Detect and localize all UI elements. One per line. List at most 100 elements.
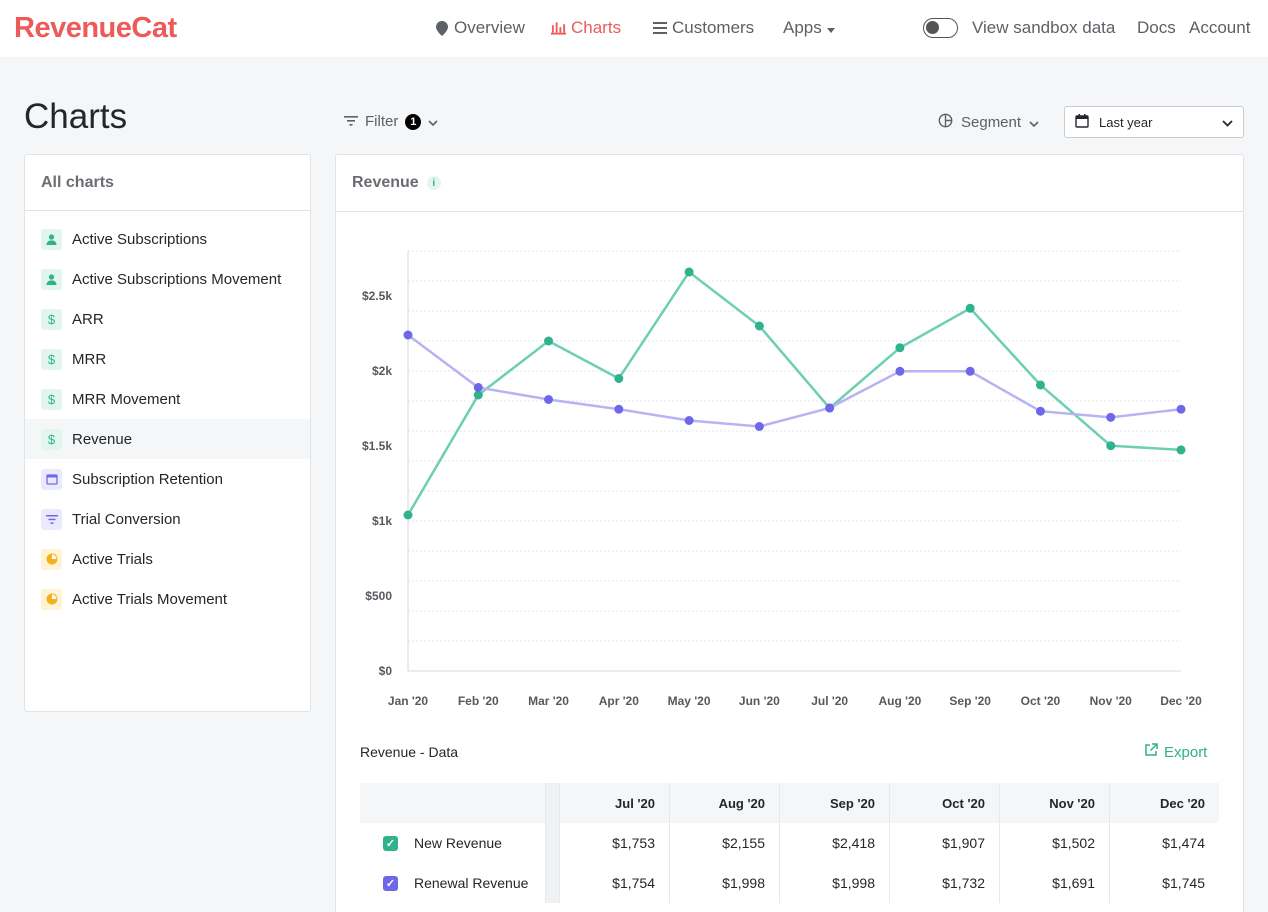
sidebar-item-trial-conversion[interactable]: Trial Conversion <box>25 499 310 539</box>
chevron-down-icon <box>1029 114 1039 131</box>
data-point-new-revenue[interactable] <box>544 336 554 346</box>
sandbox-label[interactable]: View sandbox data <box>972 18 1116 37</box>
sidebar-item-subscription-retention[interactable]: Subscription Retention <box>25 459 310 499</box>
nav-customers[interactable]: Customers <box>652 18 754 38</box>
data-point-renewal-revenue[interactable] <box>403 330 413 340</box>
table-scroll-divider <box>546 863 559 903</box>
dollar-icon: $ <box>41 308 62 330</box>
dollar-icon: $ <box>41 388 62 410</box>
table-cell: $1,732 <box>889 863 999 903</box>
filter-icon <box>344 113 358 130</box>
y-tick-label: $2k <box>372 364 392 378</box>
table-column-header[interactable]: Aug '20 <box>669 783 779 823</box>
table-row: ✓ Renewal Revenue $1,754 $1,998 $1,998 $1,732… <box>360 863 1219 903</box>
list-icon <box>652 21 667 36</box>
data-point-new-revenue[interactable] <box>614 374 624 383</box>
y-tick-label: $0 <box>379 664 393 678</box>
table-column-header[interactable]: Jul '20 <box>559 783 669 823</box>
table-column-header[interactable]: Dec '20 <box>1109 783 1219 823</box>
series-line-new-revenue <box>406 270 1182 516</box>
data-point-new-revenue[interactable] <box>895 343 905 353</box>
table-header-label-cell <box>360 783 546 823</box>
export-button[interactable]: Export <box>1144 743 1207 761</box>
filter-button[interactable]: Filter 1 <box>344 113 438 130</box>
nav-apps-dropdown[interactable]: Apps <box>783 18 835 38</box>
data-point-renewal-revenue[interactable] <box>825 403 835 413</box>
sidebar-item-active-trials-movement[interactable]: Active Trials Movement <box>25 579 310 619</box>
data-point-renewal-revenue[interactable] <box>684 416 694 425</box>
chart-panel-header: Revenue i <box>336 155 1243 212</box>
sidebar-item-arr[interactable]: $ ARR <box>25 299 310 339</box>
series-line-renewal-revenue <box>407 333 1182 428</box>
nav-apps-label: Apps <box>783 18 822 37</box>
data-table-title: Revenue - Data <box>360 744 459 760</box>
x-tick-label: May '20 <box>668 694 711 708</box>
all-charts-panel: All charts Active Subscriptions Active Su… <box>24 154 311 712</box>
y-tick-label: $1.5k <box>362 439 392 453</box>
sidebar-item-active-trials[interactable]: Active Trials <box>25 539 310 579</box>
data-point-new-revenue[interactable] <box>473 390 483 400</box>
table-column-header[interactable]: Sep '20 <box>779 783 889 823</box>
data-point-new-revenue[interactable] <box>403 510 413 520</box>
table-cell: $2,418 <box>779 823 889 863</box>
table-row: ✓ New Revenue $1,753 $2,155 $2,418 $1,907 $1,5… <box>360 823 1219 863</box>
person-icon <box>41 268 62 290</box>
table-cell: $1,502 <box>999 823 1109 863</box>
nav-charts[interactable]: Charts <box>551 18 621 38</box>
table-column-header[interactable]: Oct '20 <box>889 783 999 823</box>
data-point-renewal-revenue[interactable] <box>754 422 764 431</box>
series-label: New Revenue <box>414 835 502 851</box>
y-tick-label: $2.5k <box>362 289 392 303</box>
data-point-new-revenue[interactable] <box>1035 380 1045 390</box>
table-cell: $1,998 <box>779 863 889 903</box>
data-point-new-revenue[interactable] <box>1106 441 1116 451</box>
data-point-renewal-revenue[interactable] <box>544 395 554 404</box>
chart-list: Active Subscriptions Active Subscriptions… <box>25 211 310 619</box>
series-checkbox[interactable]: ✓ <box>383 875 398 891</box>
sidebar-item-mrr[interactable]: $ MRR <box>25 339 310 379</box>
segment-label: Segment <box>961 114 1022 131</box>
table-cell: $1,754 <box>559 863 669 903</box>
sidebar-item-label: Trial Conversion <box>72 510 181 528</box>
table-body: ✓ New Revenue $1,753 $2,155 $2,418 $1,907 $1,5… <box>360 823 1219 903</box>
data-point-renewal-revenue[interactable] <box>1176 404 1186 414</box>
revenue-data-table: Jul '20 Aug '20 Sep '20 Oct '20 Nov '20 Dec '… <box>360 783 1219 903</box>
data-point-renewal-revenue[interactable] <box>473 383 483 392</box>
data-point-renewal-revenue[interactable] <box>1106 412 1116 422</box>
data-point-new-revenue[interactable] <box>684 267 694 277</box>
x-tick-label: Apr '20 <box>599 694 640 708</box>
y-tick-label: $500 <box>365 589 392 603</box>
segment-button[interactable]: Segment <box>938 113 1039 132</box>
sidebar-item-active-subscriptions-movement[interactable]: Active Subscriptions Movement <box>25 259 310 299</box>
export-label: Export <box>1164 743 1208 761</box>
date-range-select[interactable]: Last year <box>1064 106 1244 138</box>
data-point-new-revenue[interactable] <box>965 303 975 313</box>
revenuecat-logo[interactable]: RevenueCat <box>14 12 177 44</box>
chevron-down-icon <box>1222 115 1233 130</box>
nav-docs[interactable]: Docs <box>1137 18 1176 37</box>
data-point-renewal-revenue[interactable] <box>965 366 975 376</box>
data-point-renewal-revenue[interactable] <box>614 404 624 414</box>
x-tick-label: Oct '20 <box>1021 694 1061 708</box>
nav-charts-label: Charts <box>571 18 622 37</box>
x-tick-label: Sep '20 <box>949 694 991 708</box>
sidebar-item-label: MRR <box>72 350 107 368</box>
data-point-renewal-revenue[interactable] <box>1035 406 1045 416</box>
nav-account[interactable]: Account <box>1189 18 1251 37</box>
sidebar-item-active-subscriptions[interactable]: Active Subscriptions <box>25 219 310 259</box>
sidebar-item-mrr-movement[interactable]: $ MRR Movement <box>25 379 310 419</box>
sidebar-item-revenue[interactable]: $ Revenue <box>25 419 310 459</box>
table-column-header[interactable]: Nov '20 <box>999 783 1109 823</box>
table-cell: $1,998 <box>669 863 779 903</box>
data-point-new-revenue[interactable] <box>1176 445 1186 455</box>
data-point-new-revenue[interactable] <box>754 321 764 331</box>
trial-icon <box>41 588 62 610</box>
nav-overview[interactable]: Overview <box>434 18 525 38</box>
table-cell: $1,753 <box>559 823 669 863</box>
series-checkbox[interactable]: ✓ <box>383 835 398 851</box>
sandbox-toggle[interactable] <box>923 18 958 38</box>
info-icon[interactable]: i <box>426 176 441 190</box>
table-cell: $1,474 <box>1109 823 1219 863</box>
x-tick-label: Jun '20 <box>739 694 780 708</box>
data-point-renewal-revenue[interactable] <box>895 366 905 376</box>
